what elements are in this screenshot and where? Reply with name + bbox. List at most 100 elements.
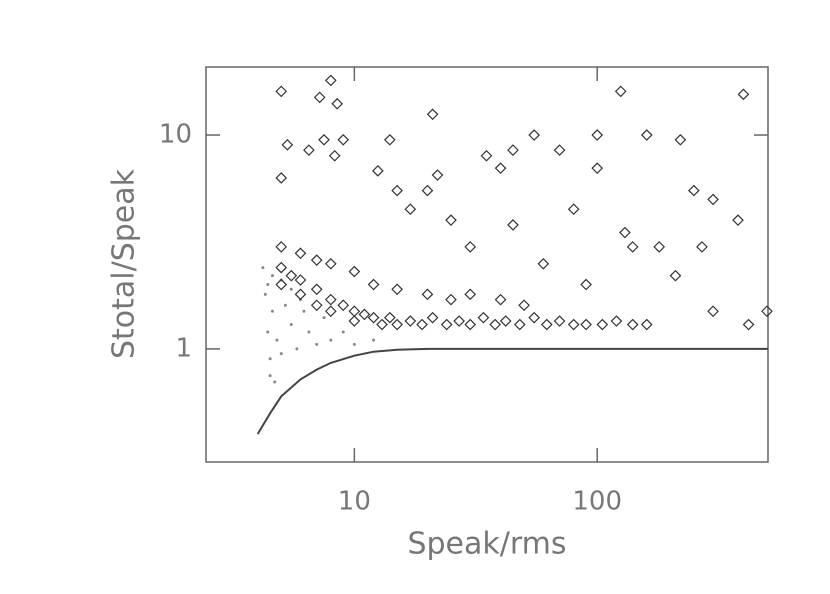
data-dot	[283, 303, 287, 307]
data-dot	[275, 338, 279, 342]
data-point	[518, 299, 530, 312]
data-point	[318, 133, 330, 146]
data-point	[494, 293, 507, 306]
data-point	[610, 315, 623, 327]
data-point	[331, 97, 344, 110]
data-point	[707, 193, 719, 206]
data-point	[440, 318, 453, 331]
data-point	[696, 241, 708, 253]
data-point	[528, 129, 540, 141]
data-point	[294, 274, 307, 286]
data-point	[367, 278, 380, 291]
y-tick-label: 1	[175, 333, 192, 363]
data-dot	[289, 323, 293, 327]
data-point	[540, 318, 553, 331]
data-point	[528, 311, 540, 324]
data-point	[580, 318, 592, 331]
data-point	[513, 318, 526, 331]
data-point	[383, 133, 396, 146]
data-point	[626, 241, 639, 253]
data-dot	[263, 292, 267, 296]
data-point	[275, 261, 288, 274]
data-dot	[307, 330, 311, 334]
data-point	[653, 241, 666, 253]
data-dot	[352, 342, 356, 346]
data-point	[358, 308, 371, 321]
data-point	[567, 203, 580, 216]
data-point	[596, 318, 609, 331]
data-point	[285, 269, 298, 282]
data-point	[324, 305, 337, 318]
data-point	[537, 257, 550, 270]
data-dot	[295, 347, 299, 351]
data-point	[507, 219, 519, 231]
data-dot	[315, 342, 319, 346]
data-point	[337, 299, 350, 312]
data-point	[553, 315, 566, 327]
data-point	[275, 172, 288, 184]
data-point	[324, 74, 337, 87]
data-point	[591, 162, 604, 175]
data-point	[324, 257, 337, 270]
data-point	[337, 133, 350, 146]
data-point	[391, 283, 403, 296]
data-point	[294, 247, 307, 260]
data-point	[426, 108, 439, 121]
data-dot	[322, 316, 326, 320]
data-point	[421, 184, 434, 197]
data-point	[591, 129, 604, 141]
data-point	[489, 318, 501, 331]
data-point	[391, 184, 403, 197]
data-point	[310, 283, 323, 296]
data-point	[687, 184, 700, 197]
data-point	[567, 318, 580, 331]
data-point	[499, 315, 512, 327]
data-point	[640, 129, 653, 141]
x-tick-label: 10	[338, 487, 371, 517]
data-point	[445, 214, 457, 226]
data-dot	[268, 357, 272, 361]
data-point	[553, 144, 566, 156]
y-tick-label: 10	[159, 120, 192, 150]
data-point	[464, 318, 477, 331]
data-point	[416, 318, 428, 331]
data-point	[619, 226, 631, 239]
data-point	[310, 254, 323, 267]
data-point	[367, 311, 380, 324]
data-dot	[270, 309, 274, 313]
data-point	[732, 214, 744, 226]
data-point	[328, 149, 341, 162]
data-point	[421, 288, 434, 301]
data-dot	[270, 274, 274, 278]
data-point	[281, 138, 294, 151]
x-tick-label: 100	[572, 487, 622, 517]
data-point	[494, 162, 507, 175]
data-dot	[302, 309, 306, 313]
data-point	[275, 85, 288, 98]
data-point	[453, 315, 465, 327]
data-point	[580, 278, 592, 291]
data-point	[376, 318, 388, 331]
data-point	[737, 88, 750, 101]
data-point	[391, 318, 403, 331]
data-point	[626, 318, 639, 331]
data-point	[464, 241, 477, 253]
data-point	[294, 288, 307, 301]
data-dot	[273, 380, 277, 384]
data-point	[669, 269, 682, 282]
data-point	[348, 315, 361, 327]
data-point	[445, 293, 457, 306]
data-dot	[261, 266, 265, 270]
y-axis-label: Stotal/Speak	[107, 168, 142, 359]
data-dot	[266, 330, 270, 334]
data-dot	[372, 338, 376, 342]
data-point	[313, 91, 326, 104]
plot-frame	[205, 66, 769, 463]
data-point	[348, 265, 361, 278]
data-dot	[266, 283, 270, 287]
data-point	[275, 278, 288, 291]
data-point	[431, 169, 444, 181]
data-point	[480, 149, 493, 162]
data-point	[640, 318, 653, 331]
